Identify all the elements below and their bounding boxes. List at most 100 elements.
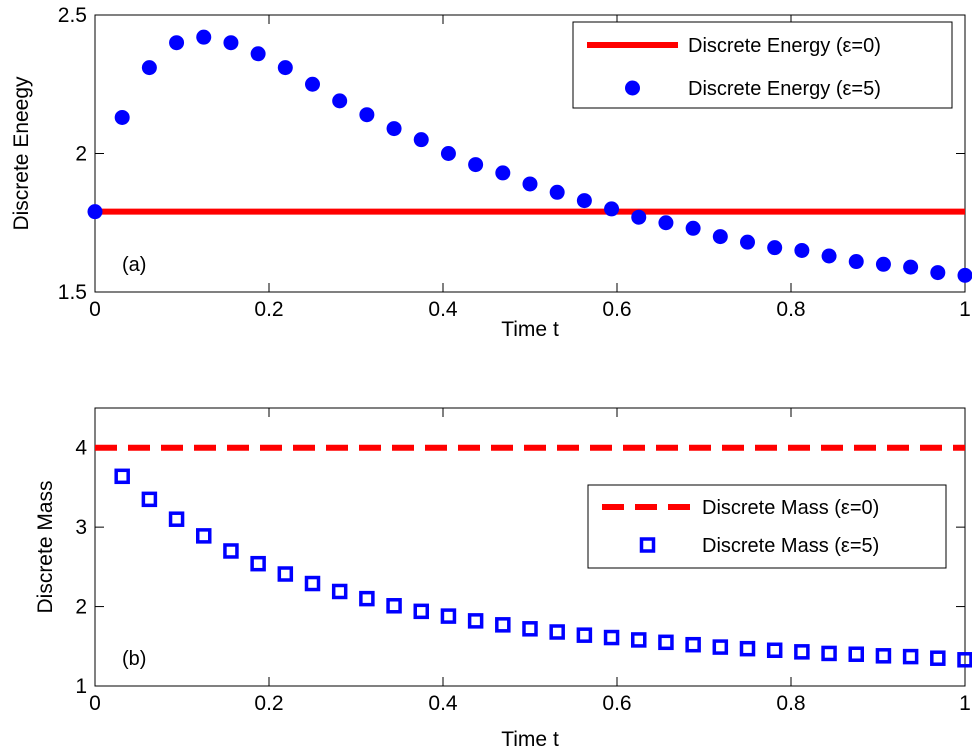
data-point <box>549 624 565 640</box>
data-point <box>794 644 810 660</box>
data-point <box>413 603 429 620</box>
series-1 <box>87 29 972 283</box>
data-point <box>685 220 701 236</box>
x-tick-label: 0.4 <box>428 298 458 321</box>
x-tick-label: 0.2 <box>254 692 283 715</box>
x-tick-label: 0 <box>89 692 101 715</box>
data-point <box>196 29 212 45</box>
y-tick-label: 4 <box>75 437 87 460</box>
series-1 <box>114 468 972 668</box>
data-point <box>305 76 320 92</box>
y-tick-label: 2 <box>75 596 87 619</box>
data-point <box>359 590 375 607</box>
data-point <box>576 193 592 209</box>
plot-frame <box>94 407 966 687</box>
y-axis-label: Discrete Mass <box>34 480 57 613</box>
data-point <box>658 634 674 651</box>
data-point <box>875 256 891 272</box>
legend: Discrete Mass (ε=0) Discrete Mass (ε=5) <box>587 484 947 569</box>
data-point <box>250 555 266 572</box>
data-point <box>848 646 864 662</box>
data-point <box>794 242 810 258</box>
data-point <box>359 107 375 123</box>
panel-label: (a) <box>122 254 146 276</box>
data-point <box>141 60 157 76</box>
plot-area <box>87 29 972 283</box>
data-point <box>87 204 103 220</box>
data-point <box>440 608 457 624</box>
data-point <box>196 528 212 544</box>
data-point <box>522 621 538 637</box>
data-point <box>223 35 239 51</box>
x-axis-label: Time t <box>501 728 559 751</box>
legend: Discrete Energy (ε=0) Discrete Energy (ε=… <box>572 21 953 109</box>
data-point <box>957 652 972 668</box>
legend-entry-label: Discrete Mass (ε=5) <box>702 535 879 557</box>
data-point <box>386 598 402 614</box>
data-point <box>304 575 321 592</box>
x-tick-label: 0.6 <box>602 298 631 321</box>
data-point <box>440 146 456 161</box>
data-point <box>277 566 294 582</box>
data-point <box>604 201 620 217</box>
data-point <box>821 645 837 662</box>
y-tick-label: 1 <box>75 675 87 698</box>
data-point <box>413 132 429 148</box>
data-point <box>631 632 647 648</box>
legend-swatch-marker <box>625 80 640 96</box>
x-tick-label: 0 <box>89 298 101 321</box>
data-point <box>930 265 946 281</box>
x-tick-label: 0.8 <box>776 692 805 715</box>
panel-label: (b) <box>122 648 146 670</box>
chart-panel-b: 0 0.2 0.4 0.6 0.8 1 1 2 3 4 Time t Discrete Mass (b)… <box>34 407 972 751</box>
x-tick-label: 1 <box>959 298 971 321</box>
data-point <box>631 209 647 225</box>
x-tick-label: 0.6 <box>602 692 631 715</box>
data-point <box>331 583 348 600</box>
data-point <box>467 613 484 629</box>
data-point <box>277 60 293 76</box>
chart-panel-a: 0 0.2 0.4 0.6 0.8 1 1.5 2 2.5 Time t Discrete Enee… <box>10 4 972 341</box>
plot-area <box>95 444 972 668</box>
data-point <box>169 35 185 51</box>
data-point <box>495 165 511 181</box>
y-axis-label: Discrete Eneegy <box>10 76 33 231</box>
y-tick-label: 2 <box>75 143 87 166</box>
data-point <box>495 617 511 633</box>
data-point <box>549 184 565 200</box>
data-point <box>740 234 755 250</box>
y-tick-label: 2.5 <box>58 4 87 27</box>
legend-entry-label: Discrete Mass (ε=0) <box>702 497 879 519</box>
y-tick-label: 1.5 <box>58 281 87 304</box>
data-point <box>903 259 919 275</box>
y-tick-label: 3 <box>75 516 87 539</box>
data-point <box>603 629 620 646</box>
x-tick-label: 1 <box>959 692 971 715</box>
legend-swatch-marker <box>639 537 656 553</box>
data-point <box>141 491 158 508</box>
data-point <box>250 46 266 62</box>
data-point <box>114 109 130 125</box>
data-point <box>658 215 674 231</box>
x-axis-label: Time t <box>501 318 559 341</box>
x-tick-label: 0.2 <box>254 298 283 321</box>
data-point <box>957 267 972 283</box>
data-point <box>386 121 402 137</box>
data-point <box>114 468 130 485</box>
legend-entry-label: Discrete Energy (ε=0) <box>688 35 881 57</box>
data-point <box>930 650 946 666</box>
legend-entry-label: Discrete Energy (ε=5) <box>688 78 881 100</box>
data-point <box>685 636 701 653</box>
data-point <box>767 240 783 256</box>
data-point <box>468 157 484 173</box>
data-point <box>766 642 783 659</box>
x-tick-label: 0.4 <box>428 692 458 715</box>
data-point <box>902 648 919 665</box>
data-point <box>739 640 756 657</box>
data-point <box>848 254 864 270</box>
x-tick-label: 0.8 <box>776 298 805 321</box>
data-point <box>576 627 593 643</box>
data-point <box>168 511 185 527</box>
data-point <box>223 543 239 559</box>
